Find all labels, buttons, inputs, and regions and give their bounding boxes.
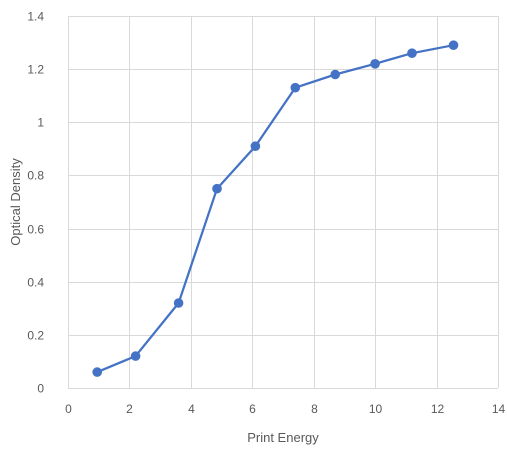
- data-point: [330, 69, 341, 80]
- axes: 0 0.2 0.4 0.6 0.8 1 1.2 1.4 0 2 4 6 8 10 12 14: [27, 10, 505, 417]
- x-tick-label: 4: [188, 402, 195, 416]
- series-group: [92, 40, 459, 377]
- y-tick-label: 0.2: [27, 329, 44, 343]
- data-point: [92, 367, 102, 377]
- x-tick-label: 12: [431, 402, 445, 416]
- x-tick-label: 0: [65, 402, 72, 416]
- y-tick-label: 0.4: [27, 276, 44, 290]
- x-axis-title: Print Energy: [247, 430, 319, 445]
- y-tick-label: 1: [37, 116, 44, 130]
- data-point: [448, 40, 459, 51]
- y-tick-label: 0.6: [27, 223, 44, 237]
- data-point: [173, 298, 184, 308]
- y-tick-label: 0.8: [27, 169, 44, 183]
- data-point: [250, 141, 261, 151]
- x-tick-label: 2: [126, 402, 133, 416]
- data-point: [212, 183, 222, 194]
- y-axis-title: Optical Density: [8, 158, 23, 246]
- series-line: [96, 44, 455, 374]
- data-point: [370, 59, 380, 69]
- grid: [68, 16, 499, 388]
- y-tick-label: 0: [37, 382, 44, 396]
- data-point: [130, 351, 141, 361]
- data-point: [407, 48, 417, 59]
- x-tick-label: 6: [249, 402, 256, 416]
- x-tick-label: 10: [369, 402, 383, 416]
- y-tick-label: 1.2: [27, 63, 44, 77]
- x-tick-label: 14: [492, 402, 506, 416]
- series: [92, 40, 459, 377]
- data-point: [290, 82, 301, 93]
- x-tick-label: 8: [311, 402, 318, 416]
- y-tick-label: 1.4: [27, 10, 44, 24]
